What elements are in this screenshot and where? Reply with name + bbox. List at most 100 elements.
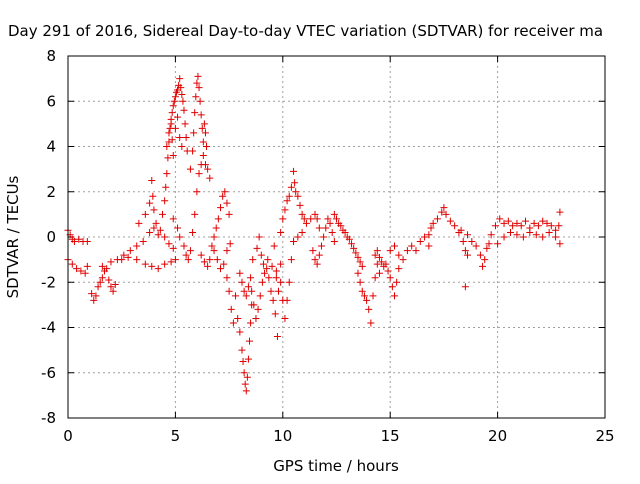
data-point xyxy=(177,84,185,92)
data-point xyxy=(252,314,260,322)
data-point xyxy=(217,265,225,273)
data-point xyxy=(149,192,157,200)
data-point xyxy=(178,143,186,150)
data-point xyxy=(197,251,205,259)
data-point xyxy=(236,269,244,277)
data-point xyxy=(109,287,117,295)
x-tick-label: 0 xyxy=(63,427,73,445)
data-point xyxy=(247,319,255,327)
data-point xyxy=(77,267,85,275)
data-point xyxy=(395,265,403,273)
data-point xyxy=(150,224,158,232)
data-point xyxy=(313,215,321,223)
data-point xyxy=(504,217,512,225)
data-point xyxy=(133,256,141,264)
data-point xyxy=(244,283,252,291)
data-point xyxy=(165,129,173,137)
data-point xyxy=(190,129,198,137)
data-point xyxy=(179,97,187,105)
data-point xyxy=(341,228,349,236)
data-point xyxy=(200,120,208,128)
data-point xyxy=(354,269,362,277)
data-point xyxy=(171,124,179,132)
data-point xyxy=(111,281,119,289)
data-point xyxy=(225,287,233,295)
data-point xyxy=(170,97,178,105)
data-point xyxy=(371,274,379,282)
data-point xyxy=(298,228,306,236)
data-point xyxy=(246,337,254,345)
data-point xyxy=(457,226,465,234)
data-point xyxy=(197,111,205,119)
data-point xyxy=(189,147,197,155)
data-point xyxy=(487,231,495,239)
data-point xyxy=(479,262,487,270)
data-point xyxy=(193,188,201,196)
data-point xyxy=(90,296,98,304)
data-point xyxy=(345,235,353,243)
data-point xyxy=(261,269,269,277)
data-point xyxy=(238,346,246,354)
data-point xyxy=(210,233,218,241)
data-point xyxy=(281,206,289,214)
data-point xyxy=(272,274,280,282)
data-point xyxy=(290,238,298,246)
data-point xyxy=(243,373,251,381)
data-point xyxy=(249,256,257,264)
data-point xyxy=(229,319,237,327)
data-point xyxy=(365,305,373,313)
data-point xyxy=(236,328,244,336)
data-point xyxy=(320,233,328,241)
data-point xyxy=(193,79,201,87)
data-point xyxy=(227,305,235,313)
data-point xyxy=(461,283,469,291)
data-point xyxy=(180,242,188,250)
data-point xyxy=(152,219,160,227)
data-point xyxy=(315,251,323,259)
data-point xyxy=(161,197,169,205)
data-point xyxy=(135,219,143,227)
data-point xyxy=(169,244,177,252)
data-point xyxy=(148,176,156,184)
y-tick-label: 4 xyxy=(46,138,56,156)
data-point xyxy=(271,310,279,318)
data-point xyxy=(375,253,383,261)
data-point xyxy=(328,228,336,236)
data-point xyxy=(446,217,454,225)
data-point xyxy=(98,274,106,282)
data-point xyxy=(210,247,218,255)
data-point xyxy=(198,124,206,132)
data-point xyxy=(367,319,375,327)
data-point xyxy=(120,251,128,259)
data-point xyxy=(356,258,364,266)
data-point xyxy=(214,215,222,223)
data-point xyxy=(506,228,514,236)
data-point xyxy=(358,262,366,270)
data-point xyxy=(287,183,295,191)
data-point xyxy=(199,152,207,160)
data-point xyxy=(83,238,91,246)
data-point xyxy=(519,233,527,241)
data-point xyxy=(105,276,113,284)
data-point xyxy=(412,247,420,255)
data-point xyxy=(472,242,480,250)
y-tick-label: 8 xyxy=(46,47,56,65)
data-point xyxy=(330,210,338,218)
data-point xyxy=(163,170,171,178)
data-point xyxy=(500,233,508,241)
data-point xyxy=(285,278,293,286)
data-point xyxy=(253,244,261,252)
data-point xyxy=(354,253,362,261)
data-point xyxy=(174,224,182,232)
data-point xyxy=(180,106,188,114)
data-point xyxy=(313,260,321,268)
data-point xyxy=(373,260,381,268)
data-point xyxy=(189,228,197,236)
data-point xyxy=(265,274,273,282)
data-point xyxy=(290,167,298,175)
data-point xyxy=(491,222,499,230)
data-point xyxy=(425,231,433,239)
data-point xyxy=(68,260,76,268)
data-point xyxy=(241,380,249,388)
